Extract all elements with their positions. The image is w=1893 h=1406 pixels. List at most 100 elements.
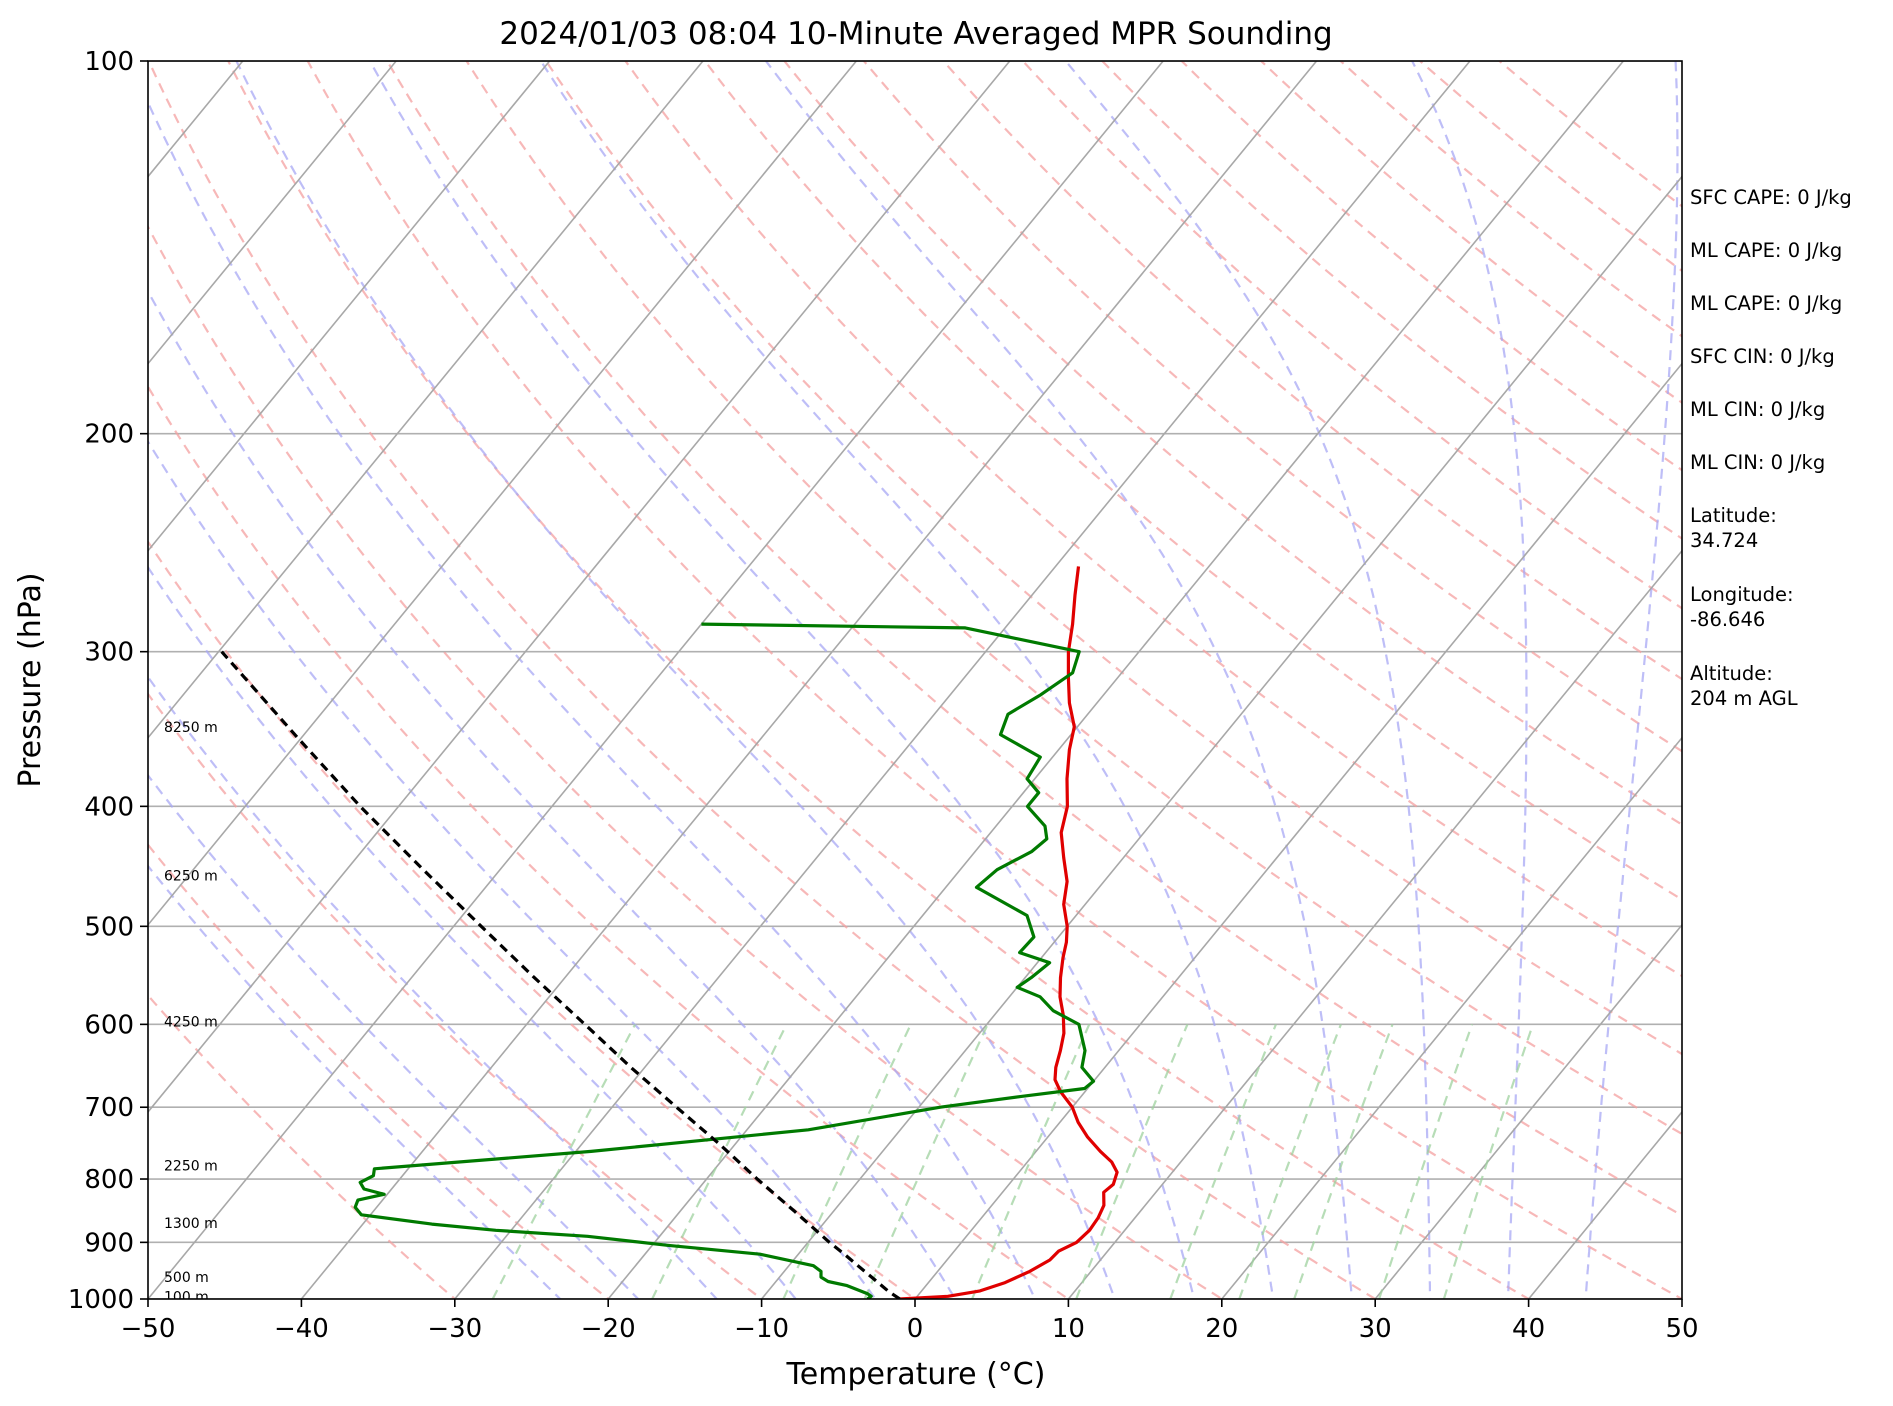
ml-cin-text-2: ML CIN: 0 J/kg (1690, 451, 1826, 474)
mixing-ratio-line (1238, 1024, 1342, 1299)
mixing-ratio-line (1442, 1024, 1534, 1299)
plot-area: 8250 m 6250 m 4250 m 2250 m 1300 m 500 m 100 m (148, 61, 1682, 1305)
dry-adiabat (1021, 61, 1682, 610)
mixing-ratio-line (491, 1023, 637, 1299)
mixing-ratio-line (1378, 1024, 1474, 1299)
dry-adiabat (306, 61, 1682, 1299)
height-label: 4250 m (164, 1015, 218, 1031)
dry-adiabats (148, 61, 1682, 1299)
isotherm (148, 61, 1011, 1114)
isotherm (300, 61, 1318, 1299)
isotherm (148, 61, 858, 927)
y-tick-label: 1000 (68, 1285, 134, 1315)
y-tick-label: 200 (84, 420, 134, 450)
x-tick-label: −50 (121, 1314, 176, 1344)
moist-adiabat (764, 61, 1353, 1299)
mixing-ratio-line (971, 1023, 1091, 1299)
isotherm (453, 61, 1471, 1299)
dry-adiabat (862, 61, 1682, 753)
x-tick-label: −30 (427, 1314, 482, 1344)
sfc-cape-text: SFC CAPE: 0 J/kg (1690, 186, 1852, 209)
isotherm (148, 61, 398, 365)
x-tick-label: 50 (1665, 1314, 1698, 1344)
dry-adiabat (385, 61, 1682, 1217)
x-tick-label: 0 (907, 1314, 924, 1344)
isotherm (1374, 923, 1682, 1299)
altitude-text: Altitude: 204 m AGL (1690, 662, 1798, 710)
height-label: 1300 m (164, 1216, 218, 1232)
y-tick-label: 100 (84, 47, 134, 77)
plot-frame (147, 60, 1683, 1300)
mixing-ratio-line (1293, 1024, 1394, 1299)
x-tick-label: 30 (1359, 1314, 1392, 1344)
dry-adiabat (782, 61, 1682, 826)
y-tick-label: 500 (84, 912, 134, 942)
y-axis-title: Pressure (hPa) (13, 572, 48, 787)
y-tick-label: 800 (84, 1165, 134, 1195)
dry-adiabat (148, 61, 1378, 1299)
isotherm (148, 61, 704, 740)
isotherm (913, 362, 1682, 1299)
moist-adiabat (368, 61, 1196, 1299)
moist-adiabat (1584, 61, 1679, 1299)
ml-cape-text-2: ML CAPE: 0 J/kg (1690, 292, 1843, 315)
mixing-ratio-line (1169, 1023, 1277, 1299)
height-label: 8250 m (164, 720, 218, 736)
dry-adiabat (544, 61, 1682, 1056)
isobar-grid (148, 61, 1682, 1299)
moist-adiabat (148, 675, 719, 1299)
isotherm (148, 61, 551, 552)
x-tick-label: −40 (274, 1314, 329, 1344)
sfc-cin-text: SFC CIN: 0 J/kg (1690, 345, 1835, 368)
x-tick-label: 40 (1512, 1314, 1545, 1344)
dry-adiabat (465, 61, 1682, 1136)
ml-cape-text: ML CAPE: 0 J/kg (1690, 239, 1843, 262)
dry-adiabat (148, 692, 764, 1299)
moist-adiabat (148, 289, 957, 1299)
longitude-text: Longitude: -86.646 (1690, 583, 1794, 631)
isotherms (148, 61, 1682, 1299)
temperature-line (899, 566, 1119, 1299)
chart-title: 2024/01/03 08:04 10-Minute Averaged MPR … (499, 16, 1332, 52)
isotherm (760, 175, 1682, 1299)
dry-adiabat (1100, 61, 1682, 540)
height-label: 2250 m (164, 1158, 218, 1174)
dry-adiabat (624, 61, 1682, 978)
moist-adiabats (148, 61, 1679, 1299)
dry-adiabat (148, 224, 1224, 1299)
x-axis: −50 −40 −30 −20 −10 0 10 20 30 40 50 (121, 1299, 1699, 1344)
dry-adiabat (148, 384, 1071, 1299)
dewpoint-line (353, 622, 1096, 1299)
dry-adiabat (1338, 61, 1682, 338)
dry-adiabat (941, 61, 1682, 681)
latitude-text: Latitude: 34.724 (1690, 504, 1777, 552)
dry-adiabat (1259, 61, 1682, 405)
y-tick-label: 400 (84, 792, 134, 822)
height-label: 100 m (164, 1289, 209, 1305)
moist-adiabat (235, 61, 1116, 1299)
y-tick-label: 600 (84, 1010, 134, 1040)
series-layer (220, 566, 1119, 1299)
moist-adiabat (148, 439, 877, 1299)
mixing-ratio-line (863, 1023, 989, 1299)
moist-adiabat (1410, 61, 1528, 1299)
moist-adiabat (148, 773, 640, 1299)
dry-adiabat (148, 843, 611, 1299)
sounding-info-panel: SFC CAPE: 0 J/kg ML CAPE: 0 J/kg ML CAPE… (1690, 185, 1890, 740)
moist-adiabat (1064, 61, 1432, 1299)
y-tick-label: 700 (84, 1093, 134, 1123)
x-tick-label: 10 (1052, 1314, 1085, 1344)
y-tick-label: 300 (84, 638, 134, 668)
height-labels: 8250 m 6250 m 4250 m 2250 m 1300 m 500 m 100 m (164, 720, 218, 1305)
isotherm (607, 61, 1625, 1299)
mixing-ratio-line (1075, 1023, 1189, 1299)
dry-adiabat (227, 61, 1531, 1299)
y-tick-label: 900 (84, 1228, 134, 1258)
isotherm (1220, 736, 1682, 1299)
ml-cin-text: ML CIN: 0 J/kg (1690, 398, 1826, 421)
mixing-ratio-lines (491, 1023, 1534, 1299)
x-axis-title: Temperature (°C) (786, 1357, 1046, 1392)
x-tick-label: −10 (734, 1314, 789, 1344)
isotherm (148, 61, 1165, 1299)
y-axis: 100 200 300 400 500 600 700 800 900 1000 (68, 47, 148, 1315)
